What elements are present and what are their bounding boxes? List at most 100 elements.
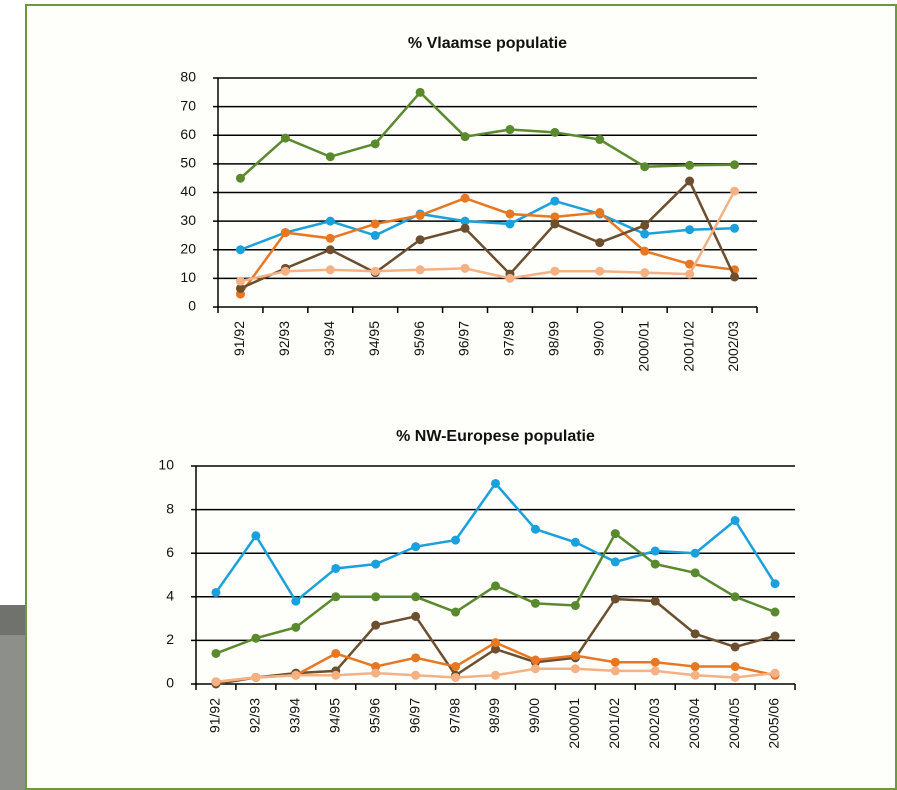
point (371, 592, 381, 602)
point (451, 672, 461, 682)
point (640, 162, 650, 172)
point (460, 193, 470, 203)
point (371, 662, 381, 672)
point (640, 220, 650, 230)
point (770, 668, 780, 678)
point (291, 596, 301, 606)
x-tick-label: 93/94 (287, 698, 303, 733)
point (251, 672, 261, 682)
point (570, 601, 580, 611)
x-tick-label: 2000/01 (566, 698, 582, 749)
point (550, 212, 560, 222)
point (415, 265, 425, 275)
point (460, 132, 470, 142)
point (650, 666, 660, 676)
point (411, 670, 421, 680)
y-tick-label: 30 (180, 212, 196, 228)
point (325, 245, 335, 255)
y-tick-label: 40 (180, 183, 196, 199)
point (331, 648, 341, 658)
y-tick-label: 70 (180, 97, 196, 113)
x-tick-label: 2002/03 (646, 698, 662, 749)
point (235, 245, 245, 255)
x-tick-label: 92/93 (247, 698, 263, 733)
x-tick-label: 2003/04 (686, 698, 702, 749)
x-tick-label: 93/94 (321, 321, 337, 356)
x-tick-label: 2004/05 (726, 698, 742, 749)
y-tick-label: 60 (180, 126, 196, 142)
point (550, 196, 560, 206)
point (685, 269, 695, 279)
point (690, 670, 700, 680)
point (505, 125, 515, 135)
point (370, 139, 380, 149)
point (530, 664, 540, 674)
point (371, 668, 381, 678)
point (730, 186, 740, 196)
point (411, 542, 421, 552)
x-tick-label: 94/95 (366, 321, 382, 356)
point (325, 152, 335, 162)
series-line (240, 199, 735, 251)
y-tick-label: 10 (158, 457, 174, 473)
point (235, 173, 245, 183)
point (685, 225, 695, 235)
series-line (239, 178, 736, 290)
point (650, 596, 660, 606)
point (610, 594, 620, 604)
point (685, 160, 695, 170)
point (451, 607, 461, 617)
x-tick-label: 99/00 (590, 321, 606, 356)
point (730, 516, 740, 525)
point (650, 559, 660, 569)
x-tick-label: 91/92 (207, 698, 223, 733)
point (530, 598, 540, 608)
point (770, 579, 780, 589)
point (331, 670, 341, 680)
point (570, 664, 580, 674)
x-tick-label: 96/97 (406, 698, 422, 733)
series-line (240, 190, 736, 283)
point (451, 662, 461, 672)
x-tick-label: 95/96 (366, 698, 382, 733)
point (690, 568, 700, 578)
point (770, 607, 780, 617)
point (505, 219, 515, 229)
point (370, 219, 380, 229)
x-tick-label: 2001/02 (680, 321, 696, 372)
y-tick-label: 0 (166, 675, 174, 691)
point (505, 273, 515, 283)
point (211, 648, 221, 658)
point (291, 670, 301, 680)
point (550, 219, 560, 229)
point (251, 633, 261, 643)
point (411, 592, 421, 602)
point (550, 266, 560, 276)
point (491, 644, 500, 654)
point (690, 629, 700, 639)
point (610, 529, 620, 539)
x-tick-label: 2005/06 (766, 698, 782, 749)
point (650, 657, 660, 667)
point (491, 478, 500, 488)
point (640, 229, 650, 239)
point (460, 263, 470, 273)
y-tick-label: 20 (180, 240, 196, 256)
x-tick-label: 97/98 (501, 321, 517, 356)
point (595, 238, 605, 248)
x-tick-label: 2002/03 (725, 321, 741, 372)
point (505, 209, 515, 219)
series-line (239, 196, 735, 295)
point (491, 638, 500, 648)
point (411, 611, 421, 621)
point (610, 557, 620, 567)
point (325, 265, 335, 275)
point (730, 662, 740, 672)
point (730, 272, 740, 282)
x-tick-label: 94/95 (326, 698, 342, 733)
point (730, 223, 740, 233)
point (491, 670, 500, 680)
point (371, 559, 381, 569)
point (371, 620, 381, 630)
